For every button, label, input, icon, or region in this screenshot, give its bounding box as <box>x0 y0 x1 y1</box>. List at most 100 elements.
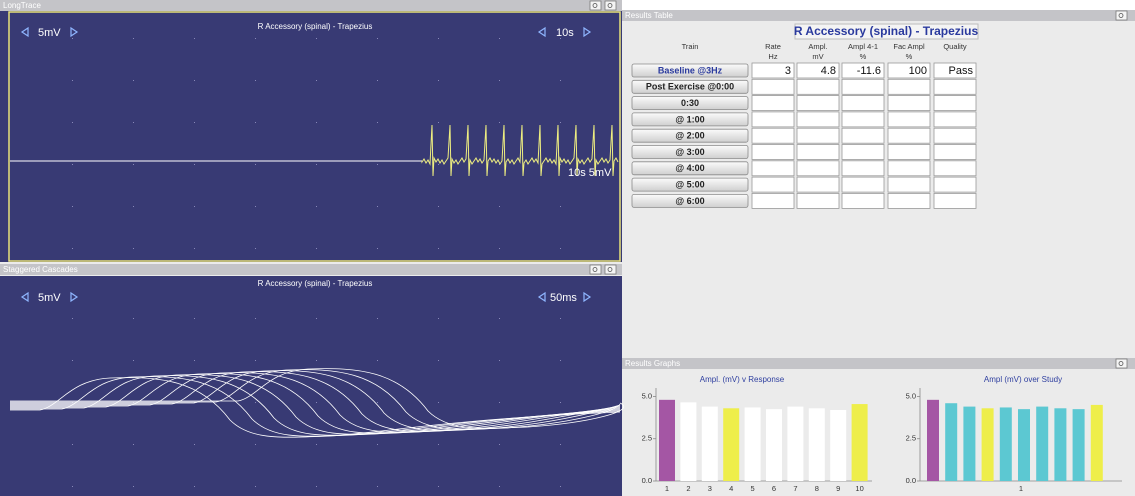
grid-dot <box>377 486 378 487</box>
table-cell <box>887 78 931 95</box>
grid-dot <box>72 80 73 81</box>
grid-dot <box>377 248 378 249</box>
icon-glyph <box>1118 13 1124 18</box>
bar <box>1072 409 1085 481</box>
grid-dot <box>438 164 439 165</box>
row-button[interactable] <box>631 128 749 143</box>
icon-glyph <box>607 3 613 8</box>
grid-dot <box>438 402 439 403</box>
step-arrow[interactable] <box>583 291 592 303</box>
table-cell <box>796 111 840 128</box>
grid-dot <box>499 206 500 207</box>
trace-label: R Accessory (spinal) - Trapezius <box>258 279 373 288</box>
grid-dot <box>438 360 439 361</box>
row-label: @ 2:00 <box>675 131 704 141</box>
table-cell <box>841 160 885 177</box>
grid-dot <box>377 80 378 81</box>
step-arrow[interactable] <box>537 291 546 303</box>
row-button[interactable] <box>631 177 749 192</box>
sensitivity-label: 5mV <box>38 27 61 39</box>
panel-button[interactable] <box>1115 358 1128 369</box>
table-cell <box>887 111 931 128</box>
grid-dot <box>255 248 256 249</box>
table-cell <box>796 127 840 144</box>
grid-dot <box>72 318 73 319</box>
grid-dot <box>560 402 561 403</box>
table-cell <box>841 78 885 95</box>
step-arrow[interactable] <box>20 291 29 303</box>
step-arrow[interactable] <box>70 291 79 303</box>
panel-button[interactable] <box>1115 10 1128 21</box>
column-header: Quality <box>943 42 967 51</box>
panel-button[interactable] <box>604 0 617 11</box>
table-cell <box>933 95 977 111</box>
table-cell <box>841 95 885 111</box>
table-cell <box>796 62 840 79</box>
table-cell <box>796 160 840 177</box>
panel-button[interactable] <box>589 0 602 11</box>
row-label: @ 5:00 <box>675 179 704 189</box>
cascade-trace <box>10 368 625 429</box>
grid-dot <box>194 80 195 81</box>
grid-dot <box>438 486 439 487</box>
row-button[interactable] <box>631 161 749 176</box>
grid-dot <box>255 206 256 207</box>
scale-label: 10s 5mV <box>568 167 612 179</box>
x-tick-label: 4 <box>729 484 733 493</box>
step-arrow[interactable] <box>20 26 29 38</box>
panel-button[interactable] <box>604 264 617 275</box>
cascade-area <box>0 276 622 496</box>
row-button[interactable] <box>631 193 749 208</box>
table-cell <box>751 62 795 79</box>
panel-button[interactable] <box>589 264 602 275</box>
grid-dot <box>438 318 439 319</box>
row-label: Baseline @3Hz <box>658 65 723 75</box>
bar <box>659 399 675 481</box>
bar <box>963 406 976 481</box>
y-tick-label: 2.5 <box>906 434 916 443</box>
table-cell <box>841 127 885 144</box>
table-cell <box>933 62 977 79</box>
grid-dot <box>499 122 500 123</box>
table-cell <box>887 192 931 209</box>
icon-glyph <box>1118 361 1124 366</box>
grid-dot <box>255 402 256 403</box>
table-cell <box>841 144 885 160</box>
grid-dot <box>133 444 134 445</box>
grid-dot <box>194 38 195 39</box>
grid-dot <box>560 360 561 361</box>
panel-title: Results Table <box>625 11 673 20</box>
cascade-trace <box>10 372 621 433</box>
step-arrow[interactable] <box>583 26 592 38</box>
grid-dot <box>316 80 317 81</box>
grid-dot <box>560 206 561 207</box>
grid-dot <box>560 486 561 487</box>
bar <box>1018 409 1030 481</box>
table-cell <box>796 144 840 160</box>
grid-dot <box>560 122 561 123</box>
row-button[interactable] <box>631 112 749 127</box>
row-button[interactable] <box>631 79 749 94</box>
x-tick-label: 8 <box>815 484 819 493</box>
bar <box>701 406 718 481</box>
grid-dot <box>255 164 256 165</box>
panel-title: Results Graphs <box>625 359 680 368</box>
x-tick-label: 1 <box>1019 484 1023 493</box>
table-cell <box>933 111 977 128</box>
step-arrow[interactable] <box>537 26 546 38</box>
grid-dot <box>316 486 317 487</box>
row-label: @ 1:00 <box>675 114 704 124</box>
bar <box>1054 408 1067 481</box>
row-button[interactable] <box>631 145 749 159</box>
grid-dot <box>316 122 317 123</box>
grid-dot <box>377 444 378 445</box>
grid-dot <box>194 360 195 361</box>
table-cell <box>887 127 931 144</box>
bar <box>787 406 804 481</box>
x-tick-label: 5 <box>751 484 755 493</box>
row-button[interactable] <box>631 63 749 78</box>
grid-dot <box>438 38 439 39</box>
row-button[interactable] <box>631 96 749 110</box>
step-arrow[interactable] <box>70 26 79 38</box>
